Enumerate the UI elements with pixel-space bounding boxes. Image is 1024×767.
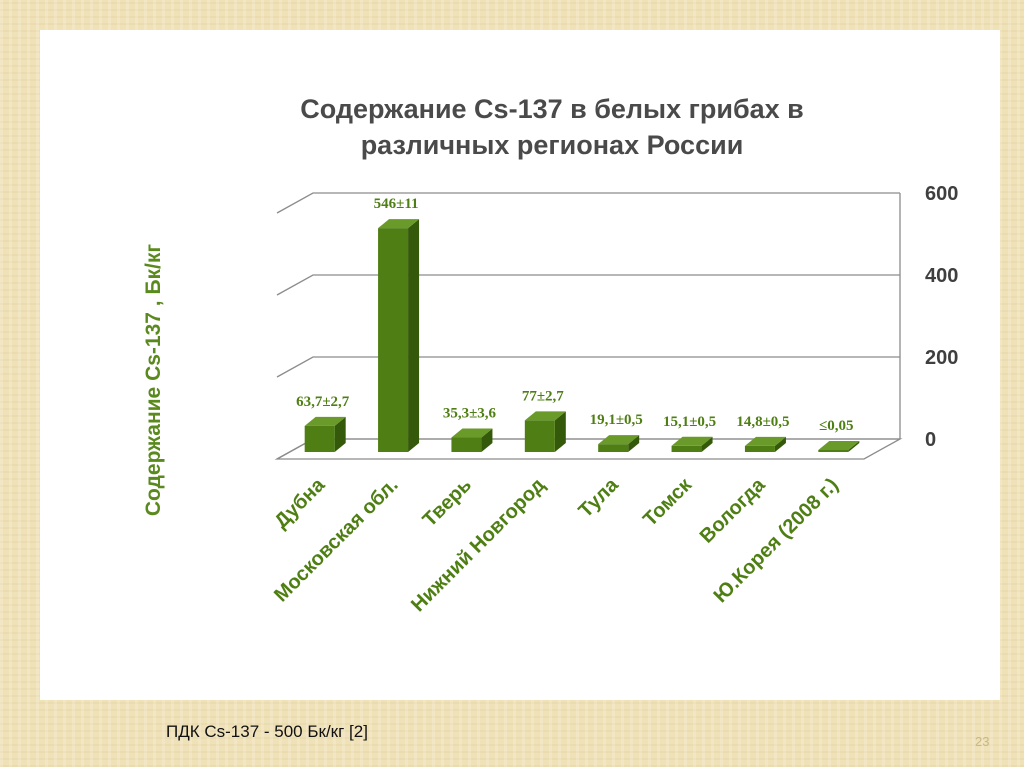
- chart-title-line: различных регионах России: [361, 130, 744, 160]
- x-tick-label: Нижний Новгород: [407, 474, 550, 617]
- bar-front: [598, 444, 629, 452]
- x-tick-label: Дубна: [270, 473, 329, 532]
- y-tick-label: 0: [925, 429, 936, 451]
- data-label: ≤0,05: [819, 418, 853, 434]
- gridline: [276, 274, 900, 296]
- bar-front: [671, 445, 702, 452]
- bar-front: [451, 437, 482, 452]
- data-label: 63,7±2,7: [296, 394, 350, 410]
- bar-side: [481, 428, 493, 452]
- x-tick-label: Томск: [639, 473, 697, 531]
- y-tick-label: 600: [925, 183, 958, 205]
- bar-front: [744, 445, 775, 452]
- bar-side: [848, 441, 860, 452]
- chart-title-line: Содержание Cs-137 в белых грибах в: [300, 94, 804, 124]
- bar-top: [818, 441, 860, 450]
- x-tick-label: Ю.Корея (2008 г.): [710, 474, 843, 607]
- plot-area: 0 200 400 600 63,7±2,7 Дубна 546±11 Московская …: [270, 183, 958, 616]
- data-label: 77±2,7: [522, 388, 564, 404]
- data-label: 35,3±3,6: [443, 406, 497, 422]
- data-label: 19,1±0,5: [590, 412, 643, 428]
- y-axis-title: Содержание Cs-137 , Бк/кг: [142, 244, 165, 517]
- bar-top: [304, 416, 346, 426]
- bar-side: [774, 436, 786, 452]
- gridline: [276, 356, 900, 378]
- y-tick-label: 200: [925, 347, 958, 369]
- bar: [304, 416, 346, 452]
- y-tick-label: 400: [925, 265, 958, 287]
- bar: [744, 436, 786, 452]
- bar: [451, 428, 493, 452]
- bar: [671, 436, 713, 452]
- bar-top: [524, 411, 566, 421]
- bar-top: [451, 428, 493, 438]
- bar: [524, 411, 566, 452]
- bar-top: [378, 219, 420, 229]
- gridline: [276, 192, 900, 214]
- bar: [598, 435, 640, 452]
- bar-side: [408, 219, 420, 452]
- bar-front: [524, 420, 555, 452]
- x-tick-label: Вологда: [696, 473, 770, 547]
- bar-front: [818, 450, 849, 452]
- bar-side: [701, 436, 713, 452]
- data-label: 15,1±0,5: [663, 414, 716, 430]
- bar: [818, 441, 860, 452]
- bar-top: [671, 436, 713, 446]
- bar-top: [744, 436, 786, 446]
- page-number: 23: [975, 734, 990, 749]
- chart-title: Содержание Cs-137 в белых грибах в различ…: [300, 94, 804, 160]
- plot-floor: [274, 438, 903, 460]
- x-tick-label: Тула: [575, 473, 624, 522]
- slide-panel: [40, 30, 1000, 700]
- bar-side: [554, 411, 566, 452]
- bar-side: [628, 435, 640, 452]
- bar-front: [304, 425, 335, 452]
- data-label: 14,8±0,5: [736, 414, 789, 430]
- gridline: [276, 438, 900, 460]
- x-tick-label: Тверь: [419, 474, 476, 531]
- x-tick-label: Московская обл.: [270, 474, 402, 606]
- bar-front: [378, 228, 409, 452]
- bar: [378, 219, 420, 452]
- footnote: ПДК Cs-137 - 500 Бк/кг [2]: [166, 722, 368, 741]
- data-label: 546±11: [374, 196, 419, 212]
- bar-top: [598, 435, 640, 445]
- bar-side: [334, 416, 346, 452]
